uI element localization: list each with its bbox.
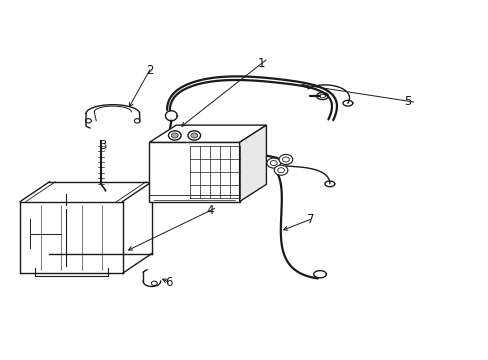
Text: 1: 1 <box>257 57 265 70</box>
Circle shape <box>274 165 287 175</box>
Circle shape <box>266 158 280 168</box>
Circle shape <box>279 154 292 165</box>
Text: 6: 6 <box>165 276 172 289</box>
Circle shape <box>187 131 200 140</box>
Polygon shape <box>239 125 266 202</box>
Circle shape <box>190 133 197 138</box>
Text: 5: 5 <box>404 95 411 108</box>
Text: 3: 3 <box>99 139 106 152</box>
Circle shape <box>171 133 178 138</box>
Polygon shape <box>149 125 266 142</box>
Text: 7: 7 <box>306 213 313 226</box>
Polygon shape <box>149 142 239 202</box>
Text: 4: 4 <box>206 204 214 217</box>
Text: 2: 2 <box>145 64 153 77</box>
Circle shape <box>168 131 181 140</box>
